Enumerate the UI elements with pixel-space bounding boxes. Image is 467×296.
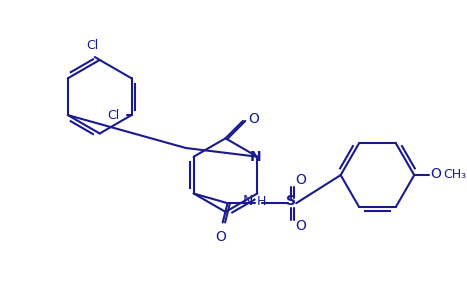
Text: Cl: Cl [108, 109, 120, 122]
Text: O: O [248, 112, 259, 126]
Text: O: O [215, 230, 226, 244]
Text: S: S [286, 194, 297, 208]
Text: H: H [256, 195, 266, 208]
Text: Cl: Cl [86, 39, 98, 52]
Text: O: O [431, 167, 442, 181]
Text: N: N [249, 150, 261, 164]
Text: O: O [295, 219, 306, 233]
Text: CH₃: CH₃ [443, 168, 467, 181]
Text: O: O [295, 173, 306, 187]
Text: N: N [242, 194, 253, 208]
